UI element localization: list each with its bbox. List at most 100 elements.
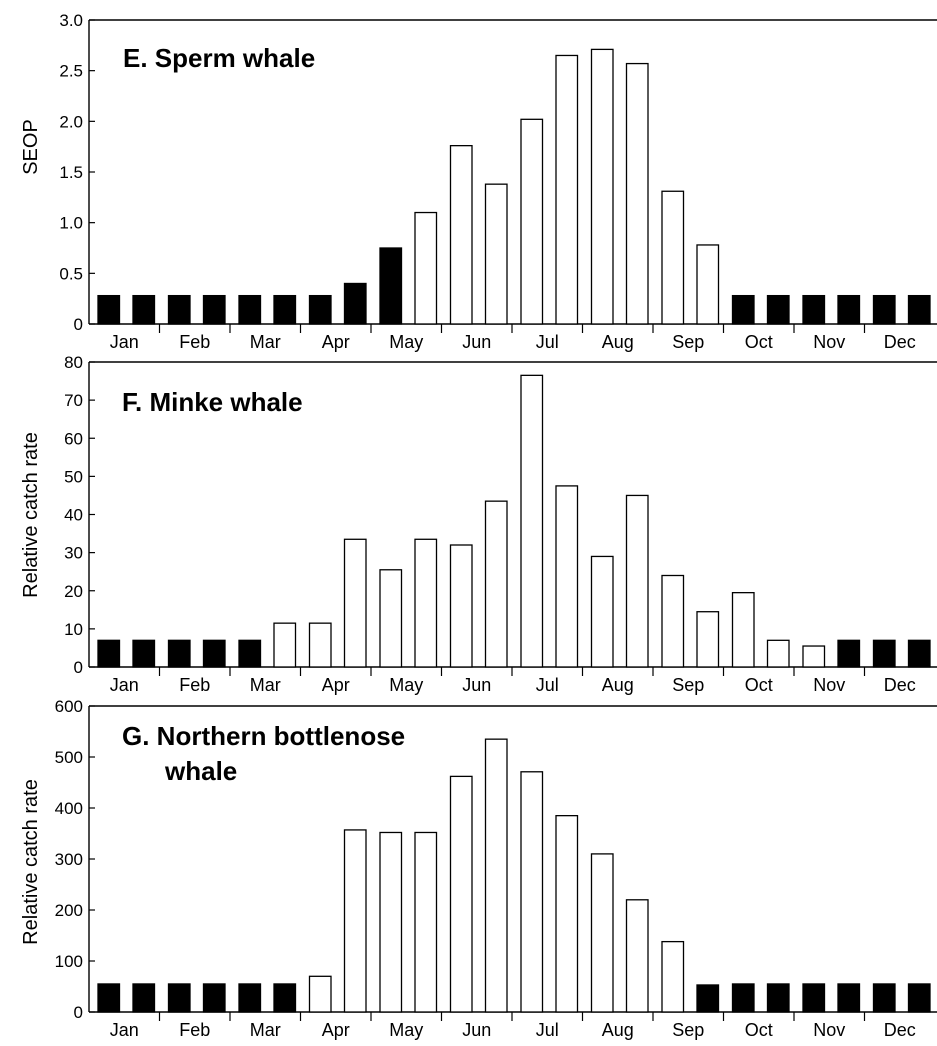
y-tick-label: 60 bbox=[64, 429, 83, 448]
x-tick-label-dec: Dec bbox=[884, 332, 916, 352]
x-tick-label-feb: Feb bbox=[179, 675, 210, 695]
bar-filled bbox=[766, 294, 790, 325]
bar-open bbox=[520, 771, 544, 1013]
bar-open bbox=[590, 48, 614, 325]
x-tick-label-jul: Jul bbox=[536, 675, 559, 695]
x-tick-label-dec: Dec bbox=[884, 675, 916, 695]
bar-open bbox=[731, 592, 755, 668]
bar-open bbox=[414, 211, 438, 325]
x-tick-label-nov: Nov bbox=[813, 675, 845, 695]
bar-filled bbox=[731, 294, 755, 325]
bar-open bbox=[802, 645, 826, 668]
bar-open bbox=[625, 899, 649, 1013]
x-tick-label-mar: Mar bbox=[250, 1020, 281, 1040]
bar-filled bbox=[308, 294, 332, 325]
bar-filled bbox=[97, 294, 121, 325]
bar-open bbox=[449, 775, 473, 1013]
sperm-whale-panel: E. Sperm whale SEOP 3.0 2.5 2.0 1.5 1.0 0.5 0 J… bbox=[20, 11, 937, 352]
bar-open bbox=[766, 639, 790, 668]
y-tick-label: 40 bbox=[64, 506, 83, 525]
bar-open bbox=[661, 190, 685, 325]
bar-open bbox=[590, 853, 614, 1013]
x-tick-label-jan: Jan bbox=[110, 675, 139, 695]
bar-filled bbox=[802, 983, 826, 1013]
panel-title-continued: whale bbox=[164, 756, 237, 786]
y-tick-label: 100 bbox=[55, 952, 83, 971]
y-tick-label: 500 bbox=[55, 748, 83, 767]
bar-filled bbox=[202, 983, 226, 1013]
y-tick-label: 20 bbox=[64, 582, 83, 601]
x-tick-label-may: May bbox=[389, 675, 423, 695]
bar-filled bbox=[202, 294, 226, 325]
x-tick-label-sep: Sep bbox=[672, 332, 704, 352]
bar-open bbox=[625, 62, 649, 325]
x-tick-label-feb: Feb bbox=[179, 332, 210, 352]
bar-filled bbox=[132, 294, 156, 325]
bar-filled bbox=[132, 983, 156, 1013]
bar-filled bbox=[343, 282, 367, 325]
bar-open bbox=[308, 622, 332, 668]
y-axis-label: SEOP bbox=[20, 119, 42, 175]
bar-open bbox=[555, 54, 579, 325]
bar-filled bbox=[766, 983, 790, 1013]
bar-filled bbox=[167, 983, 191, 1013]
bar-filled bbox=[97, 639, 121, 668]
bar-open bbox=[696, 244, 720, 325]
bar-filled bbox=[837, 294, 861, 325]
bar-filled bbox=[379, 247, 403, 325]
x-tick-label-jan: Jan bbox=[110, 1020, 139, 1040]
x-tick-label-apr: Apr bbox=[322, 1020, 350, 1040]
bar-open bbox=[590, 555, 614, 668]
x-tick-label-nov: Nov bbox=[813, 1020, 845, 1040]
bar-filled bbox=[238, 294, 262, 325]
bar-filled bbox=[238, 983, 262, 1013]
bar-open bbox=[520, 118, 544, 325]
bar-filled bbox=[167, 639, 191, 668]
bar-filled bbox=[273, 294, 297, 325]
bar-open bbox=[379, 831, 403, 1013]
y-tick-label: 200 bbox=[55, 901, 83, 920]
x-tick-label-may: May bbox=[389, 332, 423, 352]
y-tick-label: 0 bbox=[74, 658, 83, 677]
x-tick-label-dec: Dec bbox=[884, 1020, 916, 1040]
x-tick-label-mar: Mar bbox=[250, 675, 281, 695]
y-axis-label: Relative catch rate bbox=[20, 432, 42, 598]
bar-filled bbox=[872, 639, 896, 668]
x-tick-label-may: May bbox=[389, 1020, 423, 1040]
minke-whale-panel: F. Minke whale Relative catch rate 80 70 6… bbox=[20, 353, 937, 695]
y-tick-label: 0.5 bbox=[59, 264, 83, 283]
bar-open bbox=[696, 611, 720, 668]
bar-open bbox=[273, 622, 297, 668]
y-tick-label: 10 bbox=[64, 620, 83, 639]
x-tick-label-jul: Jul bbox=[536, 332, 559, 352]
bar-open bbox=[555, 815, 579, 1013]
y-tick-label: 2.0 bbox=[59, 112, 83, 131]
bar-filled bbox=[167, 294, 191, 325]
x-tick-label-jun: Jun bbox=[462, 332, 491, 352]
bar-open bbox=[625, 494, 649, 668]
bar-open bbox=[343, 829, 367, 1013]
y-tick-label: 50 bbox=[64, 467, 83, 486]
x-tick-label-aug: Aug bbox=[602, 332, 634, 352]
bar-filled bbox=[907, 639, 931, 668]
x-tick-label-mar: Mar bbox=[250, 332, 281, 352]
bar-filled bbox=[872, 294, 896, 325]
x-tick-label-feb: Feb bbox=[179, 1020, 210, 1040]
x-tick-label-jun: Jun bbox=[462, 675, 491, 695]
y-axis-label: Relative catch rate bbox=[20, 779, 42, 945]
bar-open bbox=[414, 831, 438, 1013]
panel-title: F. Minke whale bbox=[122, 387, 303, 417]
x-tick-label-jan: Jan bbox=[110, 332, 139, 352]
bar-filled bbox=[802, 294, 826, 325]
bar-open bbox=[484, 738, 508, 1013]
x-tick-label-apr: Apr bbox=[322, 675, 350, 695]
bar-filled bbox=[837, 639, 861, 668]
bar-filled bbox=[907, 983, 931, 1013]
y-tick-label: 1.0 bbox=[59, 214, 83, 233]
bar-filled bbox=[132, 639, 156, 668]
panel-title: E. Sperm whale bbox=[123, 43, 315, 73]
bar-filled bbox=[696, 984, 720, 1013]
bar-open bbox=[661, 940, 685, 1013]
x-tick-label-sep: Sep bbox=[672, 1020, 704, 1040]
x-tick-label-nov: Nov bbox=[813, 332, 845, 352]
